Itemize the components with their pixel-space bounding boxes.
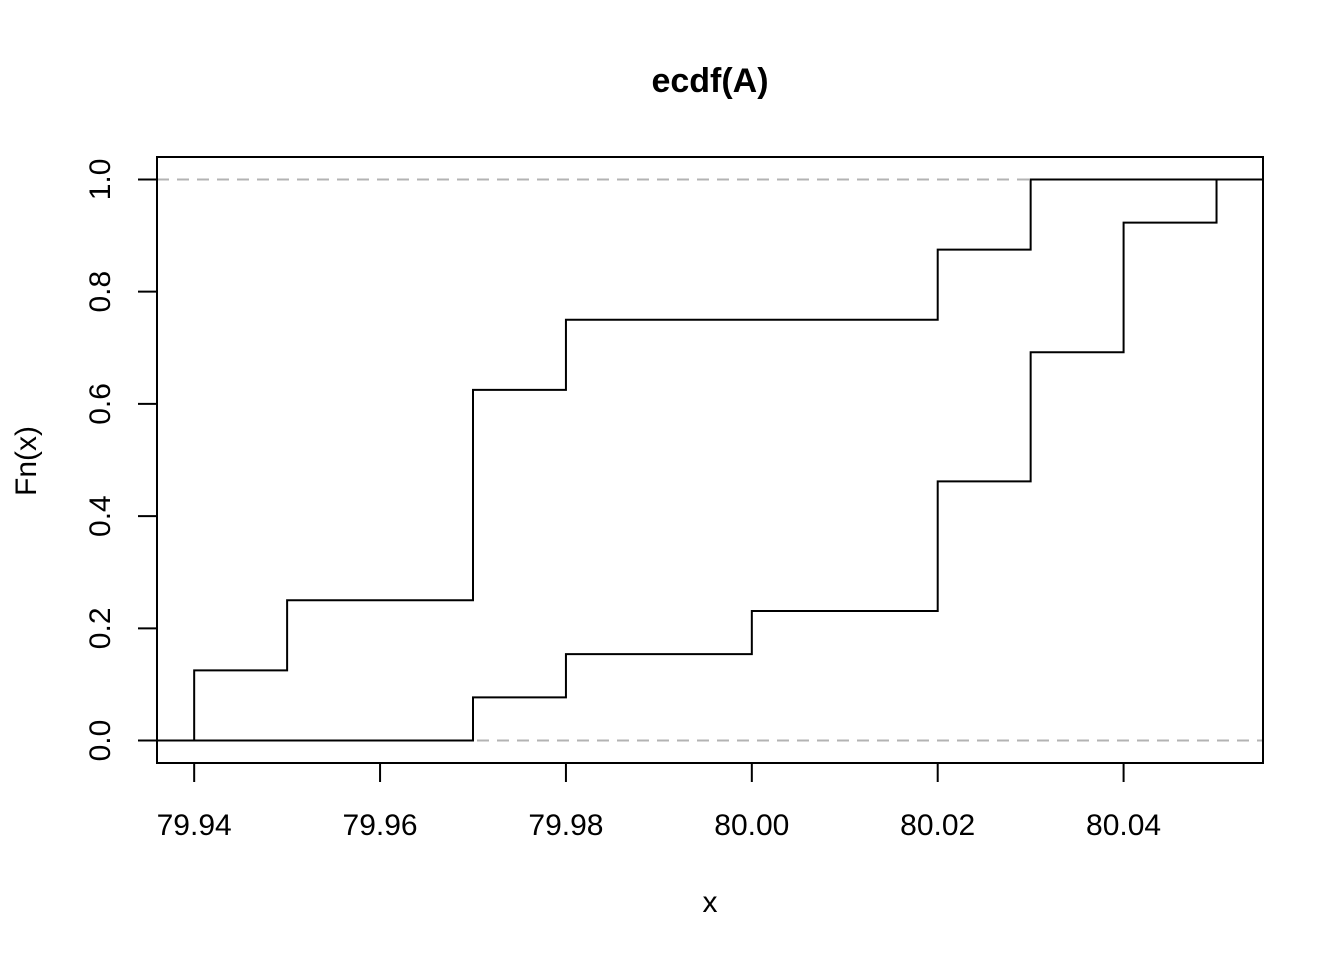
ecdf-step-series <box>157 178 1263 742</box>
y-axis-title: Fn(x) <box>10 426 43 496</box>
x-tick-label: 79.96 <box>343 809 418 842</box>
y-tick-label: 0.6 <box>84 383 117 425</box>
x-tick-label: 79.94 <box>157 809 232 842</box>
plot-frame <box>156 156 1264 764</box>
plot-area: 79.94 79.96 79.98 80.00 80.02 80.04 0.0 0.2 0.4 0… <box>84 156 1264 842</box>
y-tick-label: 0.2 <box>84 607 117 649</box>
ecdf-step-series <box>157 178 1263 742</box>
x-axis-title: x <box>703 886 718 919</box>
y-tick-label: 0.0 <box>84 720 117 762</box>
x-tick-label: 80.00 <box>714 809 789 842</box>
x-tick-label: 80.02 <box>900 809 975 842</box>
x-tick-label: 79.98 <box>528 809 603 842</box>
x-tick-label: 80.04 <box>1086 809 1161 842</box>
y-tick-label: 1.0 <box>84 159 117 201</box>
chart-title: ecdf(A) <box>651 62 768 100</box>
y-tick-label: 0.8 <box>84 271 117 313</box>
y-tick-label: 0.4 <box>84 495 117 537</box>
